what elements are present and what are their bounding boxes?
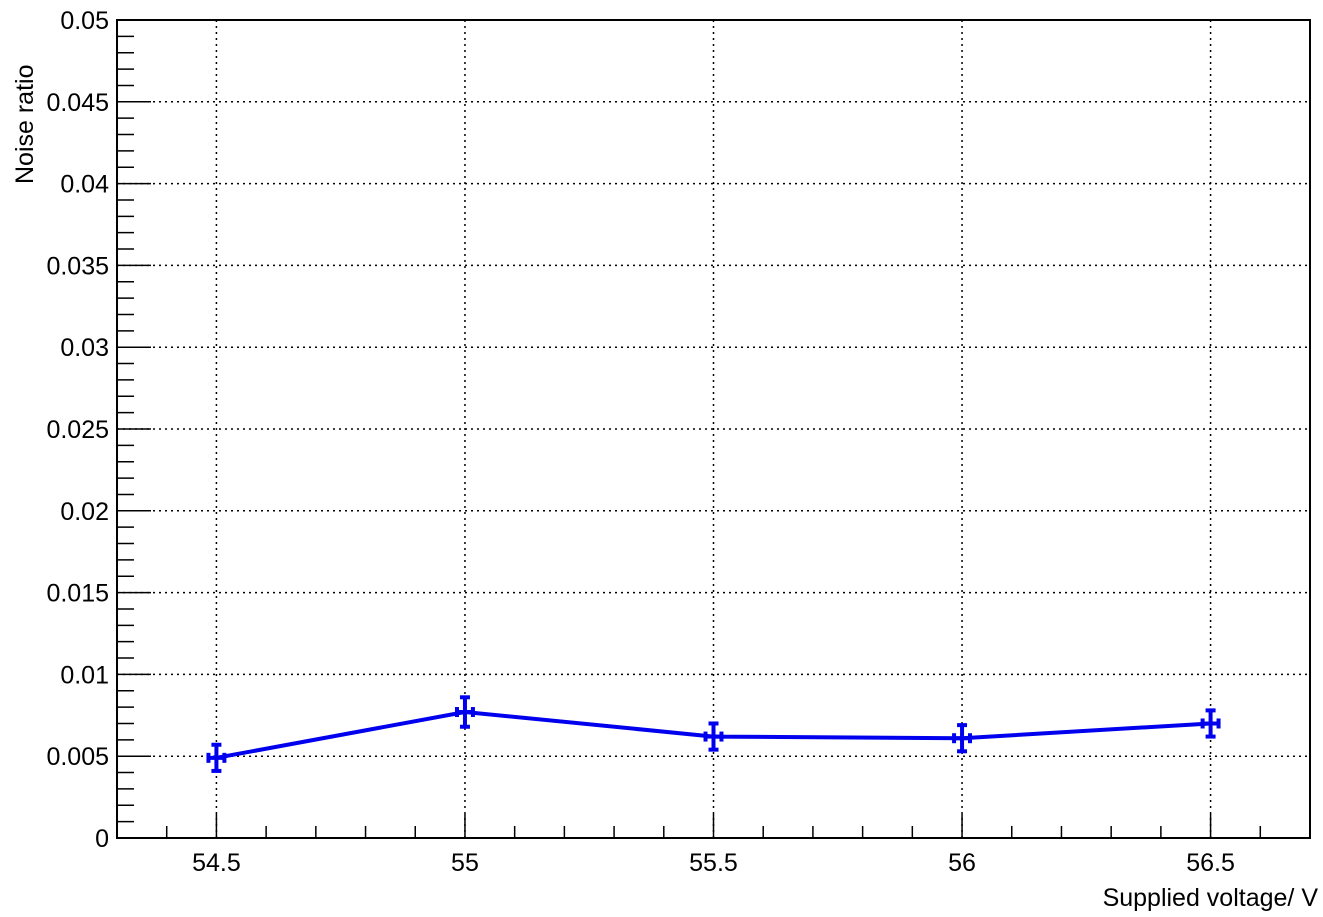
y-tick-label: 0.02	[60, 498, 109, 526]
data-point	[1200, 708, 1221, 739]
y-tick-label: 0.005	[46, 743, 109, 771]
tick-labels: 54.5 55 55.5 56 56.5 0 0.005 0.01 0.015 0.02 0.025…	[46, 7, 1234, 877]
x-tick-label: 56	[948, 849, 976, 877]
grid	[117, 20, 1310, 838]
data-point	[952, 723, 973, 754]
x-tick-label: 54.5	[192, 849, 241, 877]
x-axis-title: Supplied voltage/ V	[1103, 884, 1319, 912]
y-tick-label: 0.03	[60, 334, 109, 362]
y-tick-label: 0	[95, 825, 109, 853]
y-tick-label: 0.01	[60, 661, 109, 689]
x-tick-label: 56.5	[1186, 849, 1235, 877]
x-tick-label: 55	[451, 849, 479, 877]
x-tick-label: 55.5	[689, 849, 738, 877]
y-tick-label: 0.05	[60, 7, 109, 35]
y-tick-label: 0.015	[46, 580, 109, 608]
y-tick-label: 0.025	[46, 416, 109, 444]
data-point	[454, 695, 475, 729]
y-tick-label: 0.035	[46, 252, 109, 280]
y-tick-label: 0.04	[60, 171, 109, 199]
y-tick-label: 0.045	[46, 89, 109, 117]
data-point	[703, 721, 724, 752]
axes	[116, 19, 1311, 839]
data-point	[206, 742, 227, 773]
y-axis-title: Noise ratio	[11, 65, 39, 185]
data-series	[206, 695, 1221, 773]
